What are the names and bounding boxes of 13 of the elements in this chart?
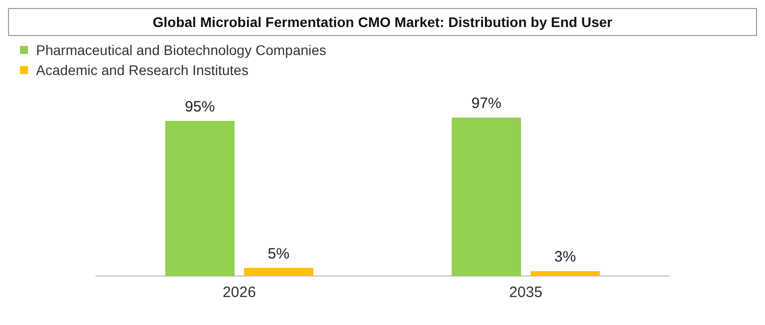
legend-label: Academic and Research Institutes [36, 61, 248, 80]
data-label: 3% [554, 248, 576, 266]
x-tick-label: 2026 [222, 284, 256, 302]
bar [244, 268, 314, 276]
bar [530, 271, 600, 276]
data-label: 5% [268, 245, 290, 262]
bar [452, 118, 522, 276]
chart-title: Global Microbial Fermentation CMO Market: Distribution by End User [8, 8, 757, 36]
x-tick-label: 2035 [509, 284, 542, 302]
legend-label: Pharmaceutical and Biotechnology Companies [36, 41, 326, 60]
data-label: 97% [471, 95, 502, 112]
bar [165, 120, 235, 276]
data-label: 95% [184, 98, 215, 116]
